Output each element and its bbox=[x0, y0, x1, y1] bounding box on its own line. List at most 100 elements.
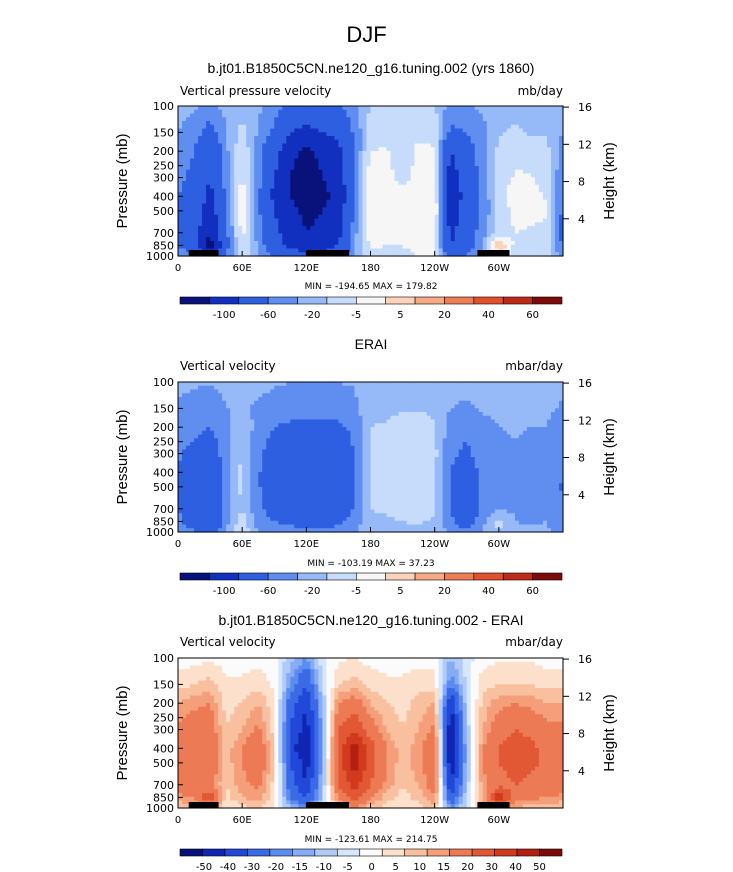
field-cell bbox=[218, 199, 223, 205]
field-cell bbox=[238, 162, 243, 167]
field-cell bbox=[442, 252, 448, 257]
field-cell bbox=[182, 203, 187, 208]
field-cell bbox=[386, 147, 392, 152]
field-cell bbox=[334, 203, 340, 208]
field-cell bbox=[558, 169, 564, 175]
field-cell bbox=[278, 154, 283, 160]
field-cell bbox=[194, 397, 199, 402]
field-cell bbox=[370, 419, 376, 424]
field-cell bbox=[538, 136, 544, 141]
field-cell bbox=[186, 397, 191, 402]
field-cell bbox=[290, 248, 295, 253]
field-cell bbox=[242, 222, 247, 227]
field-cell bbox=[366, 214, 372, 220]
field-cell bbox=[438, 389, 444, 394]
field-cell bbox=[410, 132, 416, 137]
field-cell bbox=[290, 121, 295, 126]
field-cell bbox=[278, 173, 283, 178]
field-cell bbox=[486, 184, 492, 190]
field-cell bbox=[354, 207, 360, 212]
field-cell bbox=[306, 151, 311, 156]
field-cell bbox=[206, 408, 211, 413]
field-cell bbox=[494, 162, 500, 167]
field-cell bbox=[390, 226, 396, 231]
field-cell bbox=[286, 218, 291, 223]
field-cell bbox=[546, 154, 552, 160]
field-cell bbox=[482, 109, 488, 115]
field-cell bbox=[414, 419, 420, 424]
field-cell bbox=[230, 248, 235, 253]
field-cell bbox=[554, 106, 560, 111]
field-cell bbox=[310, 181, 315, 186]
field-cell bbox=[226, 196, 231, 201]
field-cell bbox=[310, 244, 315, 250]
field-cell bbox=[322, 397, 327, 402]
field-cell bbox=[454, 181, 460, 186]
field-cell bbox=[214, 222, 219, 227]
field-cell bbox=[494, 244, 500, 250]
field-cell bbox=[330, 404, 336, 409]
field-cell bbox=[450, 106, 456, 111]
field-cell bbox=[442, 113, 448, 118]
field-cell bbox=[242, 397, 247, 402]
field-cell bbox=[382, 207, 388, 212]
field-cell bbox=[534, 188, 540, 193]
field-cell bbox=[386, 124, 392, 130]
field-cell bbox=[326, 408, 331, 413]
field-cell bbox=[486, 139, 492, 145]
field-cell bbox=[210, 214, 215, 220]
field-cell bbox=[474, 151, 480, 156]
field-cell bbox=[382, 166, 388, 171]
field-cell bbox=[410, 169, 416, 175]
field-cell bbox=[426, 248, 432, 253]
field-cell bbox=[326, 237, 331, 242]
field-cell bbox=[486, 203, 492, 208]
field-cell bbox=[494, 121, 500, 126]
field-cell bbox=[350, 109, 356, 115]
field-cell bbox=[526, 169, 532, 175]
field-cell bbox=[326, 169, 331, 175]
field-cell bbox=[494, 158, 500, 163]
field-cell bbox=[558, 188, 564, 193]
field-cell bbox=[210, 196, 215, 201]
field-cell bbox=[498, 382, 504, 387]
field-cell bbox=[442, 132, 448, 137]
field-cell bbox=[274, 226, 279, 231]
field-cell bbox=[386, 143, 392, 148]
field-cell bbox=[362, 181, 368, 186]
field-cell bbox=[446, 192, 452, 197]
field-cell bbox=[454, 385, 460, 391]
field-cell bbox=[454, 389, 460, 394]
field-cell bbox=[242, 151, 247, 156]
field-cell bbox=[442, 233, 448, 238]
field-cell bbox=[498, 222, 504, 227]
field-cell bbox=[514, 237, 520, 242]
field-cell bbox=[374, 214, 380, 220]
field-cell bbox=[250, 244, 255, 250]
field-cell bbox=[478, 404, 484, 409]
field-cell bbox=[294, 229, 299, 235]
field-cell bbox=[406, 154, 412, 160]
field-cell bbox=[366, 121, 372, 126]
field-cell bbox=[442, 229, 448, 235]
field-cell bbox=[522, 132, 528, 137]
field-cell bbox=[266, 382, 271, 387]
field-cell bbox=[526, 124, 532, 130]
field-cell bbox=[266, 226, 271, 231]
field-cell bbox=[302, 248, 307, 253]
field-cell bbox=[182, 169, 187, 175]
field-cell bbox=[550, 113, 556, 118]
field-cell bbox=[262, 203, 267, 208]
field-cell bbox=[434, 211, 440, 216]
field-cell bbox=[186, 128, 191, 133]
field-cell bbox=[458, 382, 464, 387]
field-cell bbox=[446, 166, 452, 171]
field-cell bbox=[446, 151, 452, 156]
field-cell bbox=[198, 166, 203, 171]
field-cell bbox=[190, 393, 195, 398]
field-cell bbox=[214, 214, 219, 220]
colorbar-swatch bbox=[356, 296, 386, 305]
field-cell bbox=[418, 184, 424, 190]
field-cell bbox=[422, 244, 428, 250]
field-cell bbox=[422, 151, 428, 156]
